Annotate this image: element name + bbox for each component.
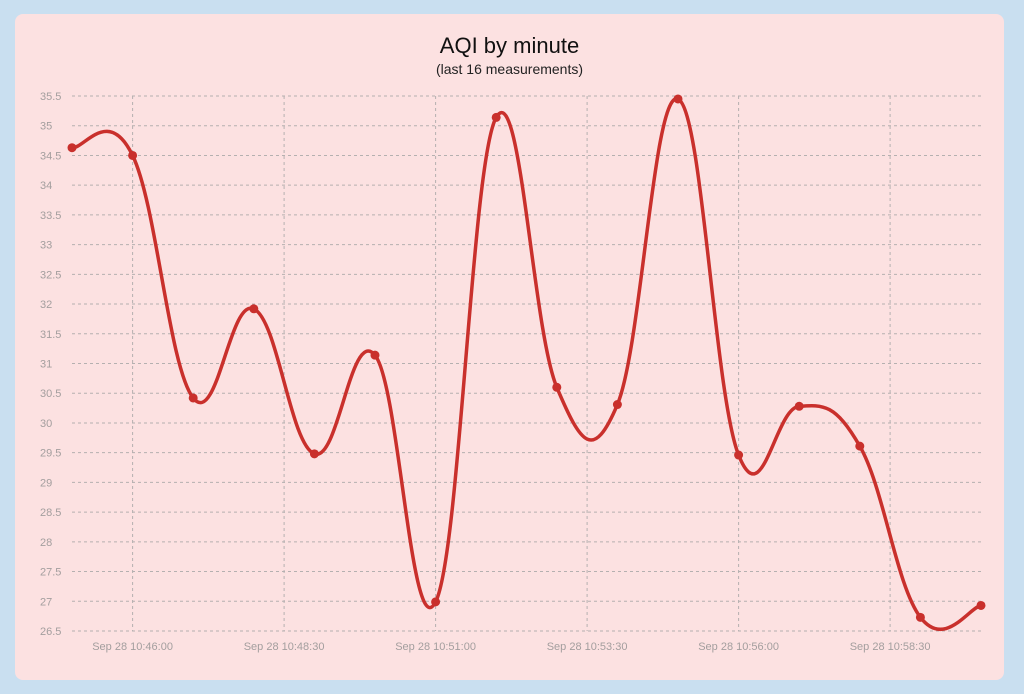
- y-tick-label: 31: [40, 359, 52, 371]
- data-point: [128, 150, 138, 160]
- y-tick-label: 35: [40, 121, 52, 133]
- data-point: [976, 600, 986, 610]
- chart-subtitle: (last 16 measurements): [435, 61, 584, 77]
- data-point: [491, 112, 501, 122]
- y-tick-label: 28: [40, 537, 52, 549]
- data-point: [915, 612, 925, 622]
- y-tick-label: 28.5: [40, 507, 61, 519]
- data-point: [673, 94, 683, 104]
- y-tick-label: 27.5: [40, 567, 61, 579]
- data-point: [612, 400, 622, 410]
- data-point: [370, 350, 380, 360]
- data-point: [734, 450, 744, 460]
- data-point: [309, 449, 319, 459]
- y-tick-label: 33: [40, 240, 52, 252]
- data-point: [249, 304, 259, 314]
- data-point: [552, 382, 562, 392]
- y-tick-label: 33.5: [40, 210, 61, 222]
- x-tick-label: Sep 28 10:58:30: [850, 641, 931, 653]
- x-tick-label: Sep 28 10:56:00: [698, 641, 779, 653]
- x-tick-label: Sep 28 10:53:30: [547, 641, 628, 653]
- y-tick-label: 30: [40, 418, 52, 430]
- y-tick-label: 29.5: [40, 448, 61, 460]
- x-axis-ticks: Sep 28 10:46:00 Sep 28 10:48:30 Sep 28 10:…: [92, 641, 930, 653]
- data-point: [431, 597, 441, 607]
- x-tick-label: Sep 28 10:51:00: [395, 641, 476, 653]
- y-tick-label: 34: [40, 180, 52, 192]
- y-tick-label: 29: [40, 477, 52, 489]
- data-point: [67, 143, 77, 153]
- y-tick-label: 30.5: [40, 388, 61, 400]
- series-line: [70, 97, 983, 632]
- data-point: [188, 393, 198, 403]
- y-tick-label: 34.5: [40, 150, 61, 162]
- y-tick-label: 31.5: [40, 329, 61, 341]
- y-tick-label: 35.5: [40, 91, 61, 103]
- x-tick-label: Sep 28 10:46:00: [92, 641, 173, 653]
- y-tick-label: 26.5: [40, 626, 61, 638]
- y-tick-label: 32: [40, 299, 52, 311]
- x-tick-label: Sep 28 10:48:30: [244, 641, 325, 653]
- grid-lines: [72, 95, 981, 632]
- data-points: [67, 94, 986, 622]
- y-tick-label: 27: [40, 596, 52, 608]
- chart-title: AQI by minute: [439, 33, 580, 58]
- y-tick-label: 32.5: [40, 269, 61, 281]
- data-point: [855, 441, 865, 451]
- data-point: [794, 401, 804, 411]
- y-axis-ticks: 26.5 27 27.5 28 28.5 29 29.5 30 30.5 31 31.5 32 32.5…: [40, 91, 61, 638]
